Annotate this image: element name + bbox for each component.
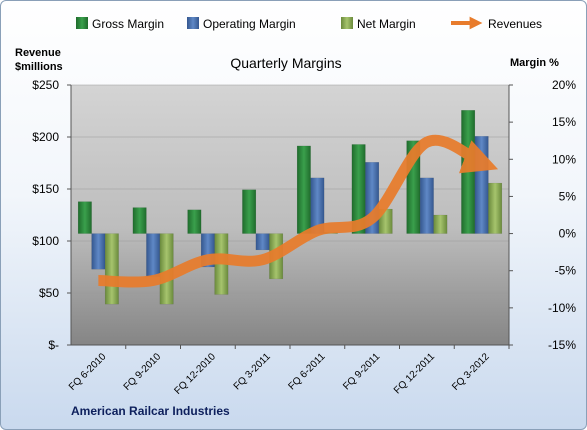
company-name: American Railcar Industries <box>71 404 230 418</box>
right-tick-label-2: -5% <box>555 264 577 278</box>
right-tick-label-7: 20% <box>552 78 576 92</box>
right-tick-label-4: 5% <box>559 189 577 203</box>
bar-operating-0 <box>91 233 106 270</box>
x-tick-label-1: FQ 9-2010 <box>122 351 164 393</box>
bar-gross-3 <box>242 189 257 234</box>
bar-net-6 <box>433 214 448 234</box>
legend-label-gross: Gross Margin <box>92 17 164 31</box>
x-tick-label-0: FQ 6-2010 <box>67 351 109 393</box>
legend: Gross Margin Operating Margin Net Margin… <box>76 16 542 31</box>
bar-gross-0 <box>77 201 92 234</box>
right-tick-label-3: 0% <box>559 227 577 241</box>
bar-gross-1 <box>132 207 147 234</box>
x-tick-label-5: FQ 9-2011 <box>341 351 382 392</box>
x-tick-label-7: FQ 3-2012 <box>450 351 492 393</box>
right-axis-title: Margin % <box>510 57 559 69</box>
left-axis-title-line1: Revenue <box>15 47 61 59</box>
right-tick-label-5: 10% <box>552 152 576 166</box>
right-tick-label-6: 15% <box>552 115 576 129</box>
bar-gross-7 <box>461 110 476 234</box>
legend-label-operating: Operating Margin <box>203 17 296 31</box>
chart-title: Quarterly Margins <box>230 55 341 71</box>
bar-net-0 <box>104 233 119 305</box>
bar-gross-2 <box>187 209 202 234</box>
x-tick-label-6: FQ 12-2011 <box>392 351 437 396</box>
left-tick-label-4: $200 <box>32 130 59 144</box>
bar-operating-7 <box>474 136 489 234</box>
legend-swatch-gross <box>76 17 88 29</box>
bar-operating-3 <box>255 233 270 251</box>
legend-label-revenues: Revenues <box>488 17 542 31</box>
bar-gross-4 <box>296 145 311 234</box>
left-tick-label-1: $50 <box>39 286 59 300</box>
revenue-line-layer <box>98 134 499 288</box>
left-tick-label-2: $100 <box>32 234 59 248</box>
left-axis-title-line2: $millions <box>15 61 63 73</box>
bar-net-7 <box>488 182 503 234</box>
legend-swatch-operating <box>187 17 199 29</box>
legend-swatch-net <box>341 17 353 29</box>
left-tick-label-0: $- <box>48 338 59 352</box>
x-tick-label-3: FQ 3-2011 <box>232 351 273 392</box>
left-tick-label-5: $250 <box>32 78 59 92</box>
right-tick-label-0: -15% <box>548 338 576 352</box>
x-tick-label-2: FQ 12-2010 <box>172 351 218 397</box>
x-tick-label-4: FQ 6-2011 <box>286 351 327 392</box>
bar-operating-1 <box>146 233 161 277</box>
left-tick-label-3: $150 <box>32 182 59 196</box>
right-tick-label-1: -10% <box>548 301 576 315</box>
revenue-line <box>98 134 499 288</box>
legend-label-net: Net Margin <box>357 17 416 31</box>
bar-operating-6 <box>419 177 434 234</box>
